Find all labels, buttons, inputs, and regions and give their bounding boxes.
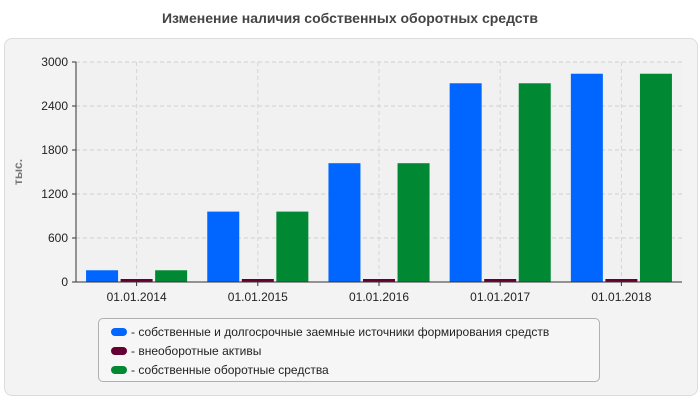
y-tick-label: 1800 xyxy=(41,143,68,157)
legend-label: - собственные и долгосрочные заемные ист… xyxy=(131,325,550,339)
x-tick-label: 01.01.2015 xyxy=(228,290,288,304)
bar-series-3 xyxy=(397,163,430,282)
legend-swatch xyxy=(111,347,127,355)
x-tick-label: 01.01.2014 xyxy=(107,290,167,304)
bar-series-3 xyxy=(639,73,672,282)
bar-series-3 xyxy=(276,211,309,282)
legend: - собственные и долгосрочные заемные ист… xyxy=(98,318,600,382)
bar-series-3 xyxy=(155,270,188,282)
bar-series-2 xyxy=(120,279,153,282)
y-tick-label: 3000 xyxy=(41,55,68,69)
x-tick-label: 01.01.2017 xyxy=(470,290,530,304)
bar-series-2 xyxy=(363,279,395,282)
x-tick-label: 01.01.2016 xyxy=(349,290,409,304)
bar-series-1 xyxy=(207,211,240,282)
bar-series-3 xyxy=(518,83,551,283)
bars xyxy=(86,73,672,283)
legend-label: - собственные оборотные средства xyxy=(131,363,329,377)
bar-series-1 xyxy=(328,163,361,282)
y-axis-label: тыс. xyxy=(11,159,25,185)
chart-title: Изменение наличия собственных оборотных … xyxy=(161,10,539,26)
y-tick-labels: 0 600 1200 1800 2400 3000 xyxy=(41,55,68,289)
legend-item: - внеоборотные активы xyxy=(111,342,261,360)
y-tick-label: 0 xyxy=(61,275,68,289)
bar-series-1 xyxy=(449,83,482,283)
bar-series-1 xyxy=(570,73,603,282)
bar-series-1 xyxy=(86,270,119,282)
y-tick-label: 1200 xyxy=(41,187,68,201)
legend-item: - собственные и долгосрочные заемные ист… xyxy=(111,323,549,341)
legend-swatch xyxy=(111,328,127,336)
bar-series-2 xyxy=(241,279,274,282)
axes xyxy=(72,61,682,286)
x-tick-labels: 01.01.2014 01.01.2015 01.01.2016 01.01.2017… xyxy=(107,290,652,304)
y-tick-label: 2400 xyxy=(41,99,68,113)
y-tick-label: 600 xyxy=(48,231,68,245)
legend-swatch xyxy=(111,366,127,374)
x-tick-label: 01.01.2018 xyxy=(591,290,651,304)
bar-series-2 xyxy=(484,279,517,282)
bar-series-2 xyxy=(605,279,638,282)
legend-item: - собственные оборотные средства xyxy=(111,361,329,379)
legend-label: - внеоборотные активы xyxy=(131,344,262,358)
